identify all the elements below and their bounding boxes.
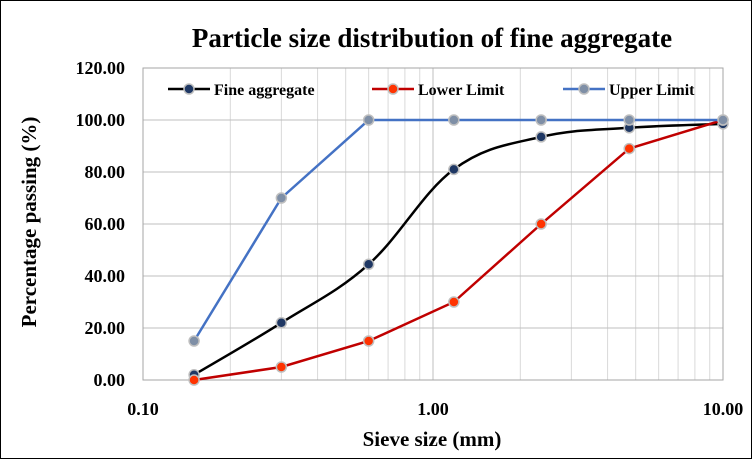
legend-marker-2 <box>578 83 590 95</box>
data-point <box>188 335 200 347</box>
x-axis-title: Sieve size (mm) <box>363 427 502 451</box>
data-point <box>535 218 547 230</box>
data-point <box>623 114 635 126</box>
legend-marker-0 <box>183 83 195 95</box>
y-tick-label: 40.00 <box>85 266 126 286</box>
data-point <box>717 114 729 126</box>
axes: 0.00 20.00 40.00 60.00 80.00 100.00 120.00 0.10… <box>76 58 744 419</box>
y-tick-label: 80.00 <box>85 162 126 182</box>
data-point <box>188 374 200 386</box>
grid <box>142 67 724 381</box>
data-point <box>275 192 288 204</box>
data-point <box>623 142 635 155</box>
series-line-0 <box>193 122 724 376</box>
data-point <box>362 335 375 347</box>
y-tick-label: 0.00 <box>94 370 126 390</box>
data-point <box>535 131 547 143</box>
data-point <box>448 114 460 126</box>
x-tick-label: 10.00 <box>703 399 744 419</box>
y-tick-label: 120.00 <box>76 58 126 78</box>
plot-area-border <box>142 67 724 381</box>
y-tick-label: 100.00 <box>76 110 126 130</box>
y-axis-title: Percentage passing (%) <box>17 117 41 328</box>
chart-title: Particle size distribution of fine aggre… <box>192 23 672 53</box>
legend-label-0: Fine aggregate <box>214 82 315 99</box>
y-tick-label: 60.00 <box>85 214 126 234</box>
legend-marker-1 <box>387 83 399 95</box>
series-line-2 <box>192 118 723 342</box>
data-point <box>275 317 288 329</box>
data-point <box>362 114 375 126</box>
legend: Fine aggregate Lower Limit Upper Limit <box>168 82 695 99</box>
legend-label-1: Lower Limit <box>418 82 505 99</box>
series-line-1 <box>193 118 724 382</box>
data-point <box>275 361 288 373</box>
y-tick-label: 20.00 <box>85 318 126 338</box>
data-point <box>448 163 460 176</box>
data-point <box>448 296 460 308</box>
x-tick-label: 1.00 <box>417 399 449 419</box>
data-point <box>535 114 547 126</box>
x-tick-label: 0.10 <box>127 399 159 419</box>
legend-label-2: Upper Limit <box>609 82 695 99</box>
data-point <box>362 258 375 271</box>
series-layer <box>188 114 729 386</box>
